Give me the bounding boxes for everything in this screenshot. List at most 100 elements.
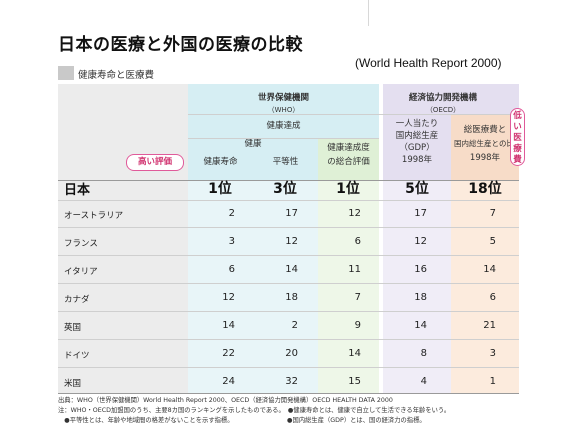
iryohi-body-band bbox=[451, 180, 519, 394]
cell: 12 bbox=[285, 236, 298, 247]
low-cost-callout: 低い医療費 bbox=[510, 108, 525, 166]
japan-gdp: 5位 bbox=[405, 181, 429, 197]
footnote-note: 注：WHO・OECD加盟国のうち、主要8カ国のランキングを示したものである。 ●… bbox=[58, 407, 451, 414]
rule bbox=[58, 311, 519, 312]
cell: 17 bbox=[285, 208, 298, 219]
cell: 8 bbox=[420, 348, 427, 359]
oecd-abbr: （OECD） bbox=[425, 106, 461, 114]
iryohi-header-band bbox=[451, 114, 519, 180]
low-cost-callout-char: い bbox=[513, 122, 522, 132]
cell: 6 bbox=[228, 264, 235, 275]
kenko-tassei-header: 健康達成 bbox=[266, 121, 301, 131]
cell: 2 bbox=[228, 208, 235, 219]
rule bbox=[58, 180, 519, 181]
country-label: カナダ bbox=[64, 295, 90, 305]
sogo-body-band bbox=[318, 180, 379, 394]
country-label: イタリア bbox=[64, 267, 98, 277]
high-rating-callout: 高い評価 bbox=[126, 154, 184, 171]
cell: 3 bbox=[489, 348, 496, 359]
who-header: 世界保健機関 bbox=[257, 93, 309, 103]
cell: 11 bbox=[348, 264, 361, 275]
rule bbox=[188, 138, 379, 139]
cell: 14 bbox=[348, 348, 361, 359]
cell: 12 bbox=[222, 292, 235, 303]
cell: 7 bbox=[489, 208, 496, 219]
gdp-header-line1: 一人当たり bbox=[395, 119, 439, 129]
low-cost-callout-char: 費 bbox=[513, 155, 522, 165]
cell: 6 bbox=[489, 292, 496, 303]
cell: 21 bbox=[483, 320, 496, 331]
cell: 7 bbox=[354, 292, 361, 303]
cell: 18 bbox=[285, 292, 298, 303]
low-cost-callout-char: 療 bbox=[513, 144, 522, 154]
cell: 12 bbox=[348, 208, 361, 219]
cell: 16 bbox=[414, 264, 427, 275]
cell: 1 bbox=[489, 376, 496, 387]
country-label: ドイツ bbox=[64, 351, 90, 361]
subtitle-marker bbox=[58, 66, 74, 80]
cell: 6 bbox=[354, 236, 361, 247]
rule bbox=[188, 114, 519, 115]
who-abbr: （WHO） bbox=[267, 106, 300, 114]
country-label: 英国 bbox=[64, 323, 82, 333]
source-note: (World Health Report 2000) bbox=[355, 56, 502, 70]
page-title: 日本の医療と外国の医療の比較 bbox=[58, 35, 303, 55]
rule bbox=[58, 283, 519, 284]
japan-kenko-jumyo: 1位 bbox=[208, 181, 232, 197]
header-divider-line bbox=[368, 0, 369, 26]
gdp-header-line3: （GDP） bbox=[399, 143, 435, 153]
cell: 18 bbox=[414, 292, 427, 303]
japan-byodosei: 3位 bbox=[273, 181, 297, 197]
who-body-band bbox=[188, 180, 318, 394]
kenko-header: 健康 bbox=[244, 139, 262, 149]
rule bbox=[58, 200, 519, 201]
footnote-definitions: ●平等性とは、年齢や地域間の格差がないことを示す指標。 ●国内総生産（GDP）と… bbox=[58, 417, 426, 424]
rule bbox=[58, 255, 519, 256]
japan-label: 日本 bbox=[64, 183, 91, 198]
japan-sogo: 1位 bbox=[336, 181, 360, 197]
cell: 4 bbox=[420, 376, 427, 387]
cell: 12 bbox=[414, 236, 427, 247]
rule bbox=[58, 339, 519, 340]
iryohi-year: 1998年 bbox=[469, 153, 501, 163]
iryohi-header-line1: 総医療費と bbox=[463, 125, 507, 135]
label-column-band bbox=[58, 84, 188, 394]
comparison-table: 世界保健機関 （WHO） 経済協力開発機構 （OECD） 健康達成 健康 健康寿… bbox=[58, 84, 525, 394]
cell: 14 bbox=[414, 320, 427, 331]
country-label: 米国 bbox=[64, 379, 82, 389]
cell: 24 bbox=[222, 376, 235, 387]
sogo-header-band bbox=[318, 138, 379, 180]
cell: 15 bbox=[348, 376, 361, 387]
cell: 14 bbox=[285, 264, 298, 275]
cell: 5 bbox=[489, 236, 496, 247]
country-label: オーストラリア bbox=[64, 211, 124, 221]
footnote-source: 出典：WHO（世界保健機関）World Health Report 2000、O… bbox=[58, 397, 393, 404]
low-cost-callout-char: 医 bbox=[513, 133, 522, 143]
rule bbox=[58, 367, 519, 368]
oecd-body-band bbox=[383, 180, 451, 394]
cell: 20 bbox=[285, 348, 298, 359]
table-subtitle: 健康寿命と医療費 bbox=[78, 70, 155, 81]
rule bbox=[58, 227, 519, 228]
gdp-header-line2: 国内総生産 bbox=[395, 131, 439, 141]
sogo-header-line2: の総合評価 bbox=[327, 157, 370, 167]
byodosei-header: 平等性 bbox=[272, 157, 299, 167]
kenko-jumyo-header: 健康寿命 bbox=[203, 157, 238, 167]
cell: 17 bbox=[414, 208, 427, 219]
cell: 3 bbox=[228, 236, 235, 247]
sogo-header-line1: 健康達成度 bbox=[327, 143, 370, 153]
iryohi-header-line2: 国内総生産との比 bbox=[454, 139, 514, 148]
cell: 22 bbox=[222, 348, 235, 359]
cell: 32 bbox=[285, 376, 298, 387]
japan-iryohi: 18位 bbox=[468, 181, 502, 197]
gdp-year: 1998年 bbox=[401, 155, 433, 165]
low-cost-callout-char: 低 bbox=[513, 111, 522, 121]
oecd-header: 経済協力開発機構 bbox=[408, 93, 477, 103]
cell: 2 bbox=[291, 320, 298, 331]
cell: 14 bbox=[483, 264, 496, 275]
cell: 9 bbox=[354, 320, 361, 331]
cell: 14 bbox=[222, 320, 235, 331]
footnotes: 出典：WHO（世界保健機関）World Health Report 2000、O… bbox=[58, 396, 528, 426]
rule bbox=[58, 393, 519, 394]
country-label: フランス bbox=[64, 239, 98, 249]
